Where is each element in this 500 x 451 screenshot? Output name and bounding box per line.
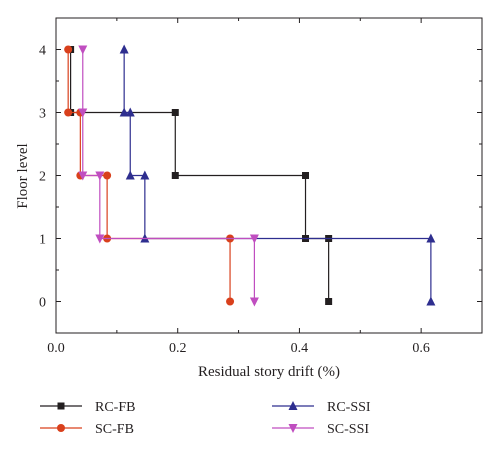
data-point <box>78 108 88 118</box>
legend-marker <box>288 424 298 433</box>
legend-item: SC-FB <box>40 422 134 437</box>
legend-item: RC-FB <box>40 400 135 415</box>
data-point <box>426 296 436 306</box>
data-point <box>226 297 235 306</box>
x-axis-title: Residual story drift (%) <box>198 364 340 380</box>
axes: 0.0 0.2 0.4 0.6 0 1 2 3 4 <box>39 18 482 356</box>
data-point <box>249 297 259 307</box>
data-point <box>171 109 179 116</box>
data-point <box>125 107 135 117</box>
legend-label: SC-FB <box>95 422 134 437</box>
series-RC-SSI <box>119 44 436 306</box>
legend-marker <box>57 402 65 410</box>
legend-marker <box>288 401 298 410</box>
series-group <box>64 44 436 307</box>
data-point <box>140 170 150 180</box>
legend-label: RC-SSI <box>327 400 371 415</box>
y-tick-label: 1 <box>39 233 46 248</box>
data-point <box>125 170 135 180</box>
data-point <box>64 45 73 54</box>
x-tick-label: 0.4 <box>291 341 309 356</box>
legend-item: RC-SSI <box>272 400 371 415</box>
y-axis-title: Floor level <box>15 143 31 208</box>
data-point <box>64 108 73 117</box>
y-tick-label: 2 <box>39 170 46 185</box>
x-tick-label: 0.2 <box>169 341 187 356</box>
y-tick-label: 3 <box>39 107 46 122</box>
data-point <box>119 107 129 117</box>
data-point <box>103 171 112 180</box>
legend-item: SC-SSI <box>272 422 369 437</box>
x-tick-label: 0.6 <box>412 341 430 356</box>
data-point <box>95 234 105 244</box>
data-point <box>78 171 88 181</box>
data-point <box>325 298 333 305</box>
data-point <box>426 233 436 243</box>
data-point <box>119 44 129 54</box>
data-point <box>78 45 88 55</box>
y-tick-label: 4 <box>39 44 46 59</box>
data-point <box>302 172 310 179</box>
legend-label: RC-FB <box>95 400 135 415</box>
legend-marker <box>57 424 65 432</box>
data-point <box>171 172 179 179</box>
legend: RC-FB SC-FB RC-SSI SC-SSI <box>40 400 371 437</box>
y-tick-label: 0 <box>39 296 46 311</box>
x-tick-label: 0.0 <box>47 341 65 356</box>
data-point <box>249 234 259 244</box>
series-SC-SSI <box>78 45 259 307</box>
data-point <box>95 171 105 181</box>
legend-label: SC-SSI <box>327 422 369 437</box>
